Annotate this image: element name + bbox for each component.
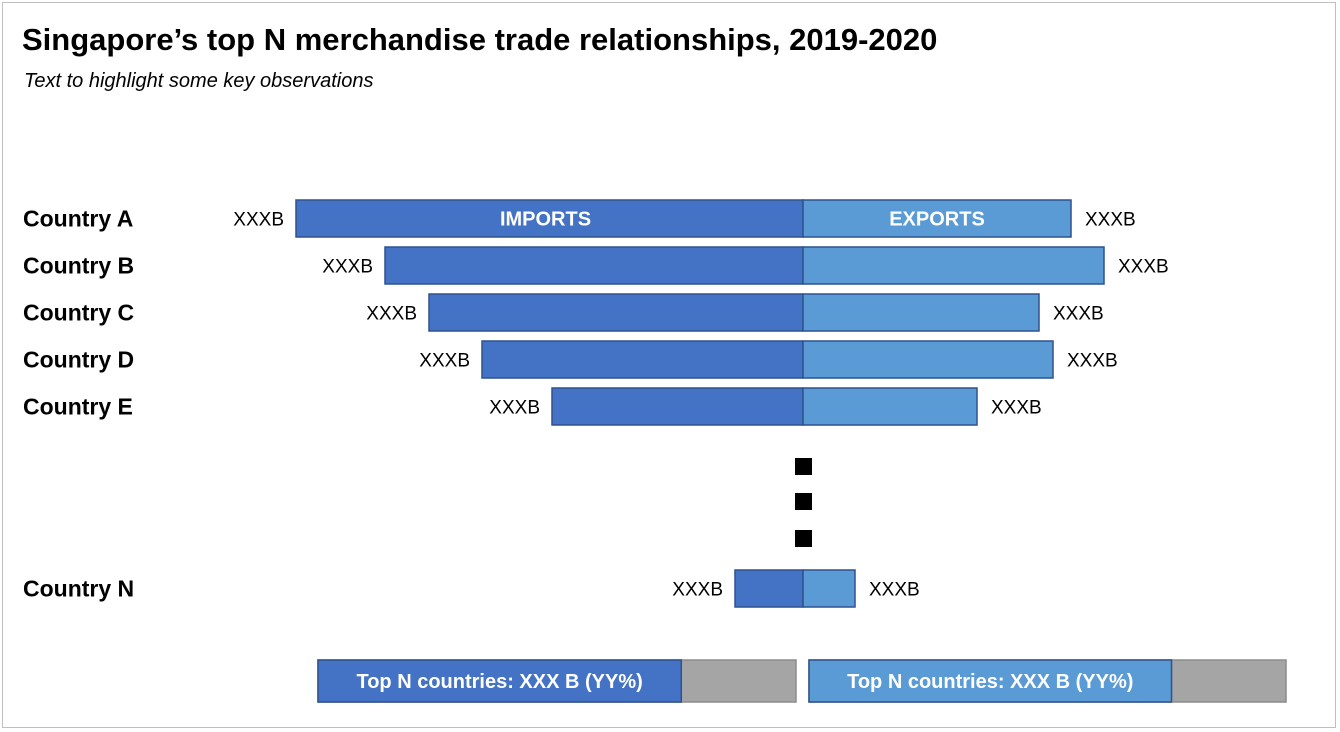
- country-label: Country B: [23, 253, 134, 279]
- exports-value-label: XXXB: [1118, 257, 1169, 278]
- imports-bar: [384, 246, 804, 285]
- imports-bar: [428, 293, 804, 332]
- ellipsis-dot-icon: [795, 530, 812, 547]
- chart-title: Singapore’s top N merchandise trade rela…: [22, 22, 938, 57]
- imports-value-label: XXXB: [489, 398, 540, 419]
- exports-bar: [802, 387, 978, 426]
- imports-bar: [734, 569, 804, 608]
- exports-bar: [802, 569, 856, 608]
- exports-value-label: XXXB: [1053, 304, 1104, 325]
- exports-series-label: EXPORTS: [889, 209, 985, 231]
- ellipsis-dot-icon: [795, 493, 812, 510]
- exports-value-label: XXXB: [1067, 351, 1118, 372]
- country-label: Country E: [23, 394, 133, 420]
- exports-value-label: XXXB: [869, 580, 920, 601]
- exports-bar: [802, 199, 1072, 238]
- imports-value-label: XXXB: [672, 580, 723, 601]
- imports-value-label: XXXB: [233, 210, 284, 231]
- exports-bar: [802, 246, 1105, 285]
- exports-value-label: XXXB: [991, 398, 1042, 419]
- country-label: Country D: [23, 347, 134, 373]
- imports-bar: [295, 199, 804, 238]
- exports-bar: [802, 293, 1040, 332]
- imports-value-label: XXXB: [322, 257, 373, 278]
- imports-value-label: XXXB: [419, 351, 470, 372]
- country-label: Country A: [23, 206, 133, 232]
- country-label: Country C: [23, 300, 134, 326]
- imports-value-label: XXXB: [366, 304, 417, 325]
- total-box-fill: [808, 659, 1173, 703]
- exports-bar: [802, 340, 1054, 379]
- ellipsis-dot-icon: [795, 458, 812, 475]
- total-label: Top N countries: XXX B (YY%): [847, 671, 1133, 693]
- imports-bar: [551, 387, 804, 426]
- imports-bar: [481, 340, 804, 379]
- total-label: Top N countries: XXX B (YY%): [356, 671, 642, 693]
- country-label: Country N: [23, 576, 134, 602]
- exports-value-label: XXXB: [1085, 210, 1136, 231]
- imports-series-label: IMPORTS: [500, 209, 591, 231]
- chart-subtitle: Text to highlight some key observations: [24, 70, 374, 92]
- total-box-fill: [317, 659, 683, 703]
